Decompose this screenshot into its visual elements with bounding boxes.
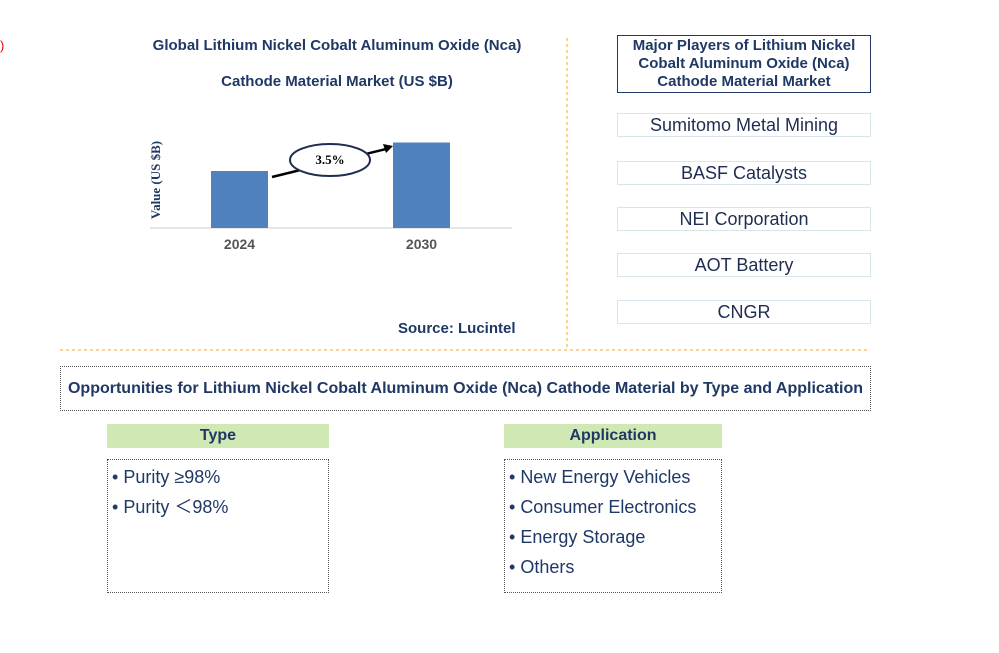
cagr-label: 3.5% [315, 152, 344, 167]
x-tick-label: 2030 [406, 236, 437, 252]
application-list: New Energy VehiclesConsumer ElectronicsE… [504, 459, 722, 593]
player-item: BASF Catalysts [617, 161, 871, 185]
annotation-bubble [289, 143, 371, 177]
source: Source: Lucintel [398, 320, 516, 337]
list-item: Others [509, 552, 717, 582]
y-axis-label: Value (US $B) [148, 141, 163, 219]
x-tick-label: 2024 [224, 236, 255, 252]
bar [393, 142, 450, 228]
arrow-head [383, 144, 393, 153]
list-item: New Energy Vehicles [509, 462, 717, 492]
players-title: Major Players of Lithium Nickel Cobalt A… [617, 35, 871, 93]
list-item: Energy Storage [509, 522, 717, 552]
type-list: Purity ≥98%Purity ＜98% [107, 459, 329, 593]
list-item: Purity ＜98% [112, 492, 324, 522]
chart-title: Global Lithium Nickel Cobalt Aluminum Ox… [152, 37, 522, 90]
type-heading: Type [107, 424, 329, 448]
corner-fragment: ) [0, 38, 5, 53]
player-item: Sumitomo Metal Mining [617, 113, 871, 137]
player-item: NEI Corporation [617, 207, 871, 231]
list-item: Consumer Electronics [509, 492, 717, 522]
list-item: Purity ≥98% [112, 462, 324, 492]
opportunities-title: Opportunities for Lithium Nickel Cobalt … [60, 366, 871, 411]
player-item: CNGR [617, 300, 871, 324]
player-item: AOT Battery [617, 253, 871, 277]
bar [211, 171, 268, 228]
application-heading: Application [504, 424, 722, 448]
